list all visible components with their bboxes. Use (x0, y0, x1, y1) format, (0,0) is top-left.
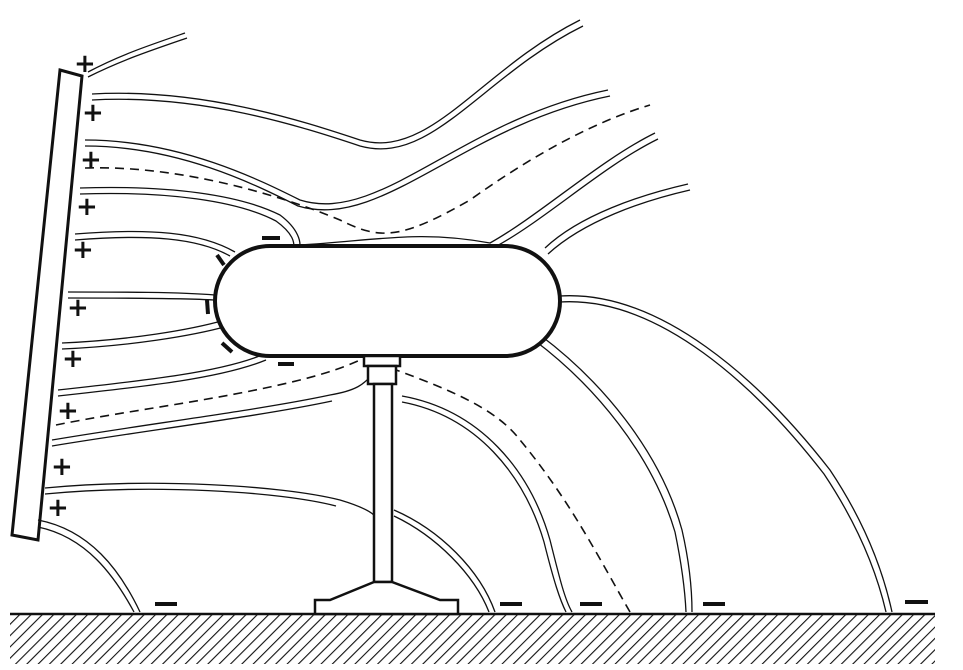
conductor-minus-sign (220, 341, 234, 354)
conductor-on-stand (213, 244, 562, 616)
field-line (61, 325, 229, 350)
field-line (37, 519, 141, 613)
field-line (74, 236, 231, 257)
field-line (544, 183, 689, 249)
equipotential-lines (55, 104, 651, 613)
field-line (87, 32, 186, 73)
field-line (539, 334, 693, 613)
stand-base (313, 580, 460, 616)
field-line (37, 526, 135, 613)
field-line (547, 189, 691, 255)
field-lines (37, 19, 893, 613)
plate-plus-sign: + (67, 293, 89, 323)
plate-plus-sign: + (82, 98, 104, 128)
field-line (51, 400, 333, 447)
charged-plate (10, 68, 84, 542)
plate-plus-sign: + (62, 344, 84, 374)
field-line (87, 37, 188, 78)
field-line (79, 132, 656, 246)
field-line (57, 359, 267, 397)
field-line (559, 301, 887, 613)
field-line (84, 89, 609, 205)
field-line (79, 192, 295, 248)
field-line (67, 291, 216, 296)
conductor-charges (205, 236, 294, 366)
field-line (61, 319, 226, 344)
conductor-minus-sign (205, 299, 210, 315)
plate-plus-sign: + (47, 493, 69, 523)
ground (10, 612, 935, 664)
field-line (401, 401, 567, 613)
field-line (559, 295, 893, 613)
plate-plus-sign: + (80, 145, 102, 175)
equipotential-line (55, 357, 631, 613)
ground-hatching (10, 614, 935, 664)
field-line (91, 25, 584, 150)
field-line (533, 339, 687, 613)
field-line (74, 230, 236, 253)
plate-plus-sign: + (57, 396, 79, 426)
equipotential-line (84, 104, 651, 234)
field-line (494, 138, 659, 248)
conductor-minus-sign (215, 253, 226, 267)
field-line (91, 19, 581, 144)
plate-plus-sign: + (74, 49, 96, 79)
field-line (67, 297, 215, 301)
plate-charges: + + + + + + + + + + (47, 49, 104, 523)
field-line (393, 515, 490, 613)
plate-plus-sign: + (76, 192, 98, 222)
field-line (51, 374, 373, 441)
ground-charges (155, 600, 928, 606)
stand-rod (372, 382, 394, 584)
field-line (44, 488, 337, 507)
plate-plus-sign: + (72, 235, 94, 265)
conductor-body (213, 244, 562, 358)
plate-plus-sign: + (51, 452, 73, 482)
field-line (57, 354, 263, 391)
field-line (393, 509, 496, 613)
stand-collar (366, 364, 398, 386)
plate-body (10, 68, 84, 542)
stand-collar-top (362, 354, 402, 368)
field-line (401, 395, 573, 613)
